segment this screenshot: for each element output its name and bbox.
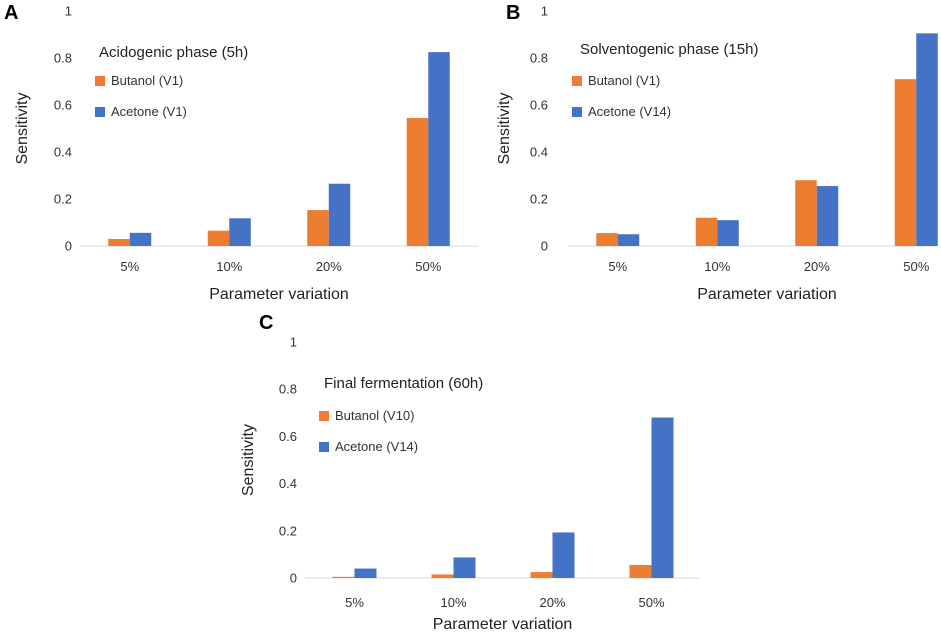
bar-acetone-5pct <box>617 234 640 246</box>
x-tick-label: 20% <box>804 259 830 274</box>
x-tick-label: 50% <box>415 259 441 274</box>
x-tick-label: 10% <box>216 259 242 274</box>
y-tick-label: 1 <box>65 4 72 19</box>
bar-butanol-50pct <box>894 79 917 247</box>
chart-panel-c: C 0 0.2 0.4 0.6 0.8 1 5% 10% 20% 50% Parameter vari… <box>240 312 700 633</box>
legend-swatch-acetone <box>319 442 329 452</box>
chart-title: Final fermentation (60h) <box>324 375 483 392</box>
legend-swatch-acetone <box>572 107 582 117</box>
chart-title: Acidogenic phase (5h) <box>99 44 248 61</box>
y-tick-label: 0.6 <box>279 429 297 444</box>
bar-acetone-20pct <box>816 186 839 246</box>
x-tick-label: 20% <box>316 259 342 274</box>
y-axis-title: Sensitivity <box>496 92 513 164</box>
bar-butanol-50pct <box>406 117 429 246</box>
y-axis-title: Sensitivity <box>240 424 257 496</box>
bar-butanol-5pct <box>332 576 355 578</box>
x-tick-label: 5% <box>608 259 627 274</box>
panel-letter: C <box>259 312 273 334</box>
bar-acetone-20pct <box>552 532 575 578</box>
legend-label-acetone: Acetone (V1) <box>111 104 187 119</box>
y-tick-label: 0.6 <box>54 98 72 113</box>
y-tick-label: 1 <box>290 335 297 350</box>
y-tick-label: 0 <box>290 571 297 586</box>
x-tick-label: 10% <box>704 259 730 274</box>
bar-butanol-50pct <box>629 565 652 578</box>
x-tick-label: 5% <box>120 259 139 274</box>
bar-butanol-5pct <box>108 238 130 246</box>
legend-swatch-butanol <box>319 411 329 421</box>
bar-acetone-10pct <box>453 557 476 578</box>
bar-acetone-5pct <box>354 568 377 578</box>
y-tick-label: 0.4 <box>530 145 548 160</box>
y-tick-label: 0.4 <box>54 145 72 160</box>
x-axis-title: Parameter variation <box>697 286 837 303</box>
y-tick-label: 0.4 <box>279 476 297 491</box>
y-tick-label: 0 <box>65 239 72 254</box>
legend-label-butanol: Butanol (V10) <box>335 408 415 423</box>
x-tick-label: 20% <box>539 595 565 610</box>
x-tick-label: 50% <box>903 259 929 274</box>
y-tick-label: 0.8 <box>279 382 297 397</box>
y-axis-title: Sensitivity <box>14 92 31 164</box>
panel-letter: B <box>506 2 520 24</box>
legend-label-butanol: Butanol (V1) <box>588 73 660 88</box>
panel-letter: A <box>4 2 18 24</box>
y-tick-label: 0.8 <box>54 51 72 66</box>
bar-acetone-50pct <box>428 52 450 246</box>
y-tick-label: 0.2 <box>279 523 297 538</box>
x-tick-label: 50% <box>638 595 664 610</box>
bar-acetone-10pct <box>717 220 739 246</box>
bar-butanol-10pct <box>207 230 230 246</box>
bar-acetone-50pct <box>651 417 674 578</box>
x-tick-label: 10% <box>440 595 466 610</box>
bar-butanol-20pct <box>530 572 553 578</box>
legend-label-butanol: Butanol (V1) <box>111 73 183 88</box>
legend-label-acetone: Acetone (V14) <box>588 104 671 119</box>
y-tick-label: 1 <box>541 4 548 19</box>
bar-acetone-5pct <box>129 232 152 246</box>
bar-butanol-20pct <box>795 180 817 246</box>
bar-acetone-10pct <box>229 218 251 246</box>
chart-panel-a: A 0 0.2 0.4 0.6 0.8 1 5% 10% 20% 50% Parameter vari… <box>4 2 478 303</box>
y-tick-label: 0.2 <box>54 192 72 207</box>
bar-butanol-5pct <box>596 233 618 246</box>
bar-butanol-10pct <box>695 217 718 246</box>
chart-panel-b: B 0 0.2 0.4 0.6 0.8 1 5% 10% 20% 50% Parameter vari… <box>496 2 938 303</box>
legend-label-acetone: Acetone (V14) <box>335 439 418 454</box>
bar-acetone-50pct <box>916 33 938 247</box>
bar-butanol-20pct <box>307 210 329 246</box>
chart-title: Solventogenic phase (15h) <box>580 41 758 58</box>
bar-acetone-20pct <box>328 183 351 246</box>
legend-swatch-butanol <box>95 76 105 86</box>
x-axis-title: Parameter variation <box>209 286 349 303</box>
legend-swatch-butanol <box>572 76 582 86</box>
y-tick-label: 0.6 <box>530 98 548 113</box>
x-tick-label: 5% <box>345 595 364 610</box>
x-axis-title: Parameter variation <box>433 616 573 633</box>
y-tick-label: 0.8 <box>530 51 548 66</box>
y-tick-label: 0.2 <box>530 192 548 207</box>
legend-swatch-acetone <box>95 107 105 117</box>
bar-butanol-10pct <box>431 574 454 578</box>
y-tick-label: 0 <box>541 239 548 254</box>
